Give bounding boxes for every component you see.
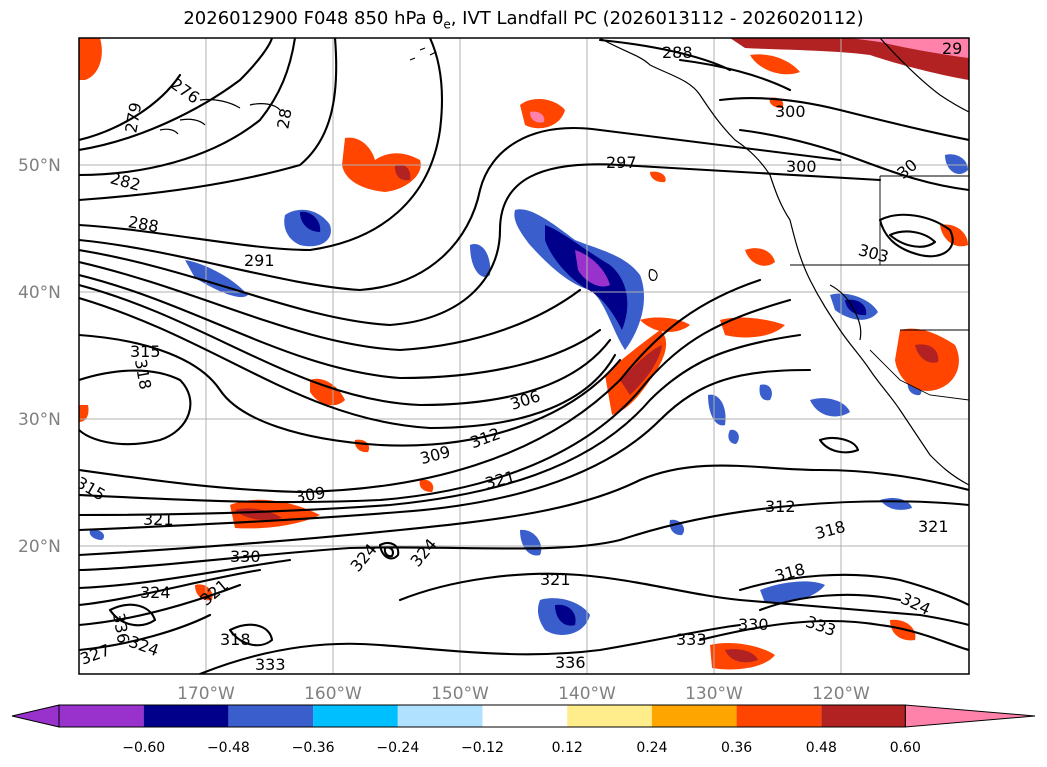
lon-label: 120°W [812,684,870,704]
contour-label: 315 [130,342,161,361]
longitude-labels: 170°W 160°W 150°W 140°W 130°W 120°W [177,684,870,704]
colorbar-tick-label: −0.12 [461,740,504,756]
colorbar-extend-low [11,704,60,728]
contour-label: 288 [662,43,693,62]
contour-label: 300 [786,157,817,176]
colorbar-tick-label: 0.48 [806,740,837,756]
colorbar-tick-label: −0.48 [207,740,250,756]
map-content: 279 276 282 288 291 28 297 300 300 30 30… [79,38,969,674]
colorbar-segment [821,705,906,727]
contour-label: 318 [220,630,251,649]
colorbar-segment [59,705,144,727]
lon-label: 160°W [304,684,362,704]
colorbar-ticks: −0.60 −0.48 −0.36 −0.24 −0.12 0.12 0.24 … [122,740,921,756]
coastlines [159,38,969,486]
lon-label: 130°W [685,684,743,704]
lat-label: 50°N [18,156,61,176]
contour-label: 321 [143,510,174,529]
figure-title: 2026012900 F048 850 hPa θe, IVT Landfall… [0,8,1047,32]
colorbar-tick-label: 0.36 [721,740,752,756]
colorbar-tick-label: 0.60 [890,740,921,756]
contour-label: 330 [230,547,261,566]
colorbar-segment [651,705,737,727]
contour-label: 291 [244,251,275,270]
title-theta-sub: e [443,17,451,32]
contour-label: 333 [676,630,707,649]
lon-label: 140°W [558,684,616,704]
contour-label: 312 [765,497,796,516]
contour-label: 336 [555,653,586,672]
colorbar-segment [482,705,568,727]
contour-label: 321 [540,570,571,589]
colorbar-segment [397,705,483,727]
colorbar-segment [567,705,652,727]
contour-label: 29 [942,39,962,58]
colorbar-tick-label: −0.36 [292,740,335,756]
colorbar-segment [313,705,398,727]
colorbar-tick-label: −0.60 [122,740,165,756]
colorbar-segment [143,705,229,727]
lon-label: 150°W [431,684,489,704]
map-background [79,38,969,674]
contour-label: 297 [606,153,637,172]
contour-label: 321 [918,517,949,536]
contour-label: 28 [273,107,295,130]
title-theta: θ [432,8,444,29]
colorbar-segment [228,705,314,727]
title-rest: , IVT Landfall PC (2026013112 - 20260201… [450,8,864,29]
lon-label: 170°W [177,684,235,704]
colorbar-extend-high [904,704,1036,728]
title-main: 2026012900 F048 850 hPa [183,8,433,29]
map-frame [78,37,970,675]
lat-label: 30°N [18,410,61,430]
contour-label: 330 [738,615,769,634]
lat-label: 40°N [18,283,61,303]
latitude-labels: 50°N 40°N 30°N 20°N [18,156,61,557]
colorbar-outline [58,704,906,728]
colorbar-tick-label: 0.12 [552,740,583,756]
contour-label: 324 [140,583,171,602]
colorbar: −0.60 −0.48 −0.36 −0.24 −0.12 0.12 0.24 … [11,704,1036,756]
lat-label: 20°N [18,537,61,557]
contour-label: 333 [255,655,286,674]
contour-label: 300 [775,102,806,121]
colorbar-tick-label: 0.24 [636,740,667,756]
colorbar-segment [736,705,822,727]
colorbar-tick-label: −0.24 [376,740,419,756]
theta-e-contours [79,38,969,674]
